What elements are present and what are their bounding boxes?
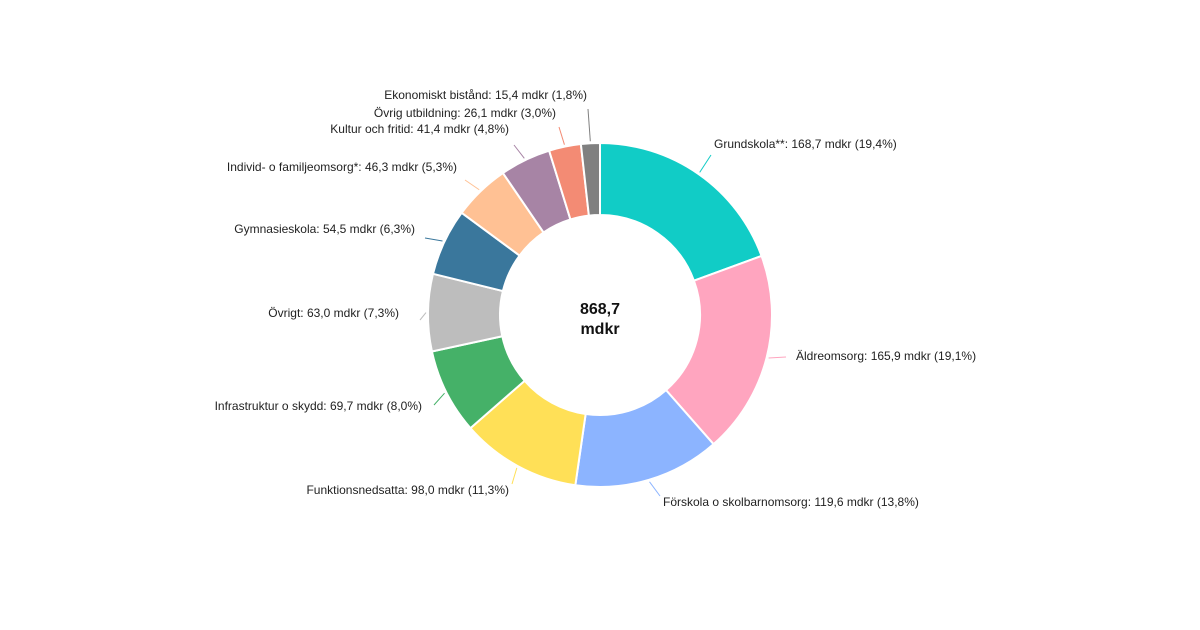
donut-slice	[579, 141, 601, 217]
donut-slice	[599, 141, 763, 282]
leader-line	[419, 312, 427, 321]
slice-label: Övrigt: 63,0 mdkr (7,3%)	[268, 306, 399, 320]
slice-label: Grundskola**: 168,7 mdkr (19,4%)	[714, 137, 897, 151]
slice-label: Gymnasieskola: 54,5 mdkr (6,3%)	[234, 222, 415, 236]
leader-line	[464, 179, 480, 191]
leader-line	[511, 467, 518, 485]
labels-layer: Grundskola**: 168,7 mdkr (19,4%) Äldreoms…	[215, 88, 977, 509]
slice-label: Övrig utbildning: 26,1 mdkr (3,0%)	[374, 106, 556, 120]
center-total-unit: mdkr	[580, 321, 619, 338]
leader-line	[424, 237, 443, 242]
leader-line	[587, 108, 591, 142]
slice-label: Infrastruktur o skydd: 69,7 mdkr (8,0%)	[215, 399, 422, 413]
slice-label: Förskola o skolbarnomsorg: 119,6 mdkr (1…	[663, 495, 919, 509]
center-total-value: 868,7	[580, 301, 620, 318]
slice-label: Individ- o familjeomsorg*: 46,3 mdkr (5,…	[227, 160, 457, 174]
leader-line	[768, 356, 787, 359]
slice-label: Kultur och fritid: 41,4 mdkr (4,8%)	[330, 122, 509, 136]
slice-label: Ekonomiskt bistånd: 15,4 mdkr (1,8%)	[384, 88, 587, 102]
leader-line	[558, 126, 565, 145]
leader-lines-layer	[419, 108, 787, 497]
leader-line	[699, 154, 712, 173]
slice-label: Äldreomsorg: 165,9 mdkr (19,1%)	[796, 349, 976, 363]
leader-line	[513, 144, 525, 159]
slices-layer	[427, 141, 773, 488]
center-total: 868,7 mdkr	[580, 301, 620, 338]
leader-line	[433, 392, 445, 406]
slice-label: Funktionsnedsatta: 98,0 mdkr (11,3%)	[306, 483, 509, 497]
leader-line	[649, 481, 661, 497]
